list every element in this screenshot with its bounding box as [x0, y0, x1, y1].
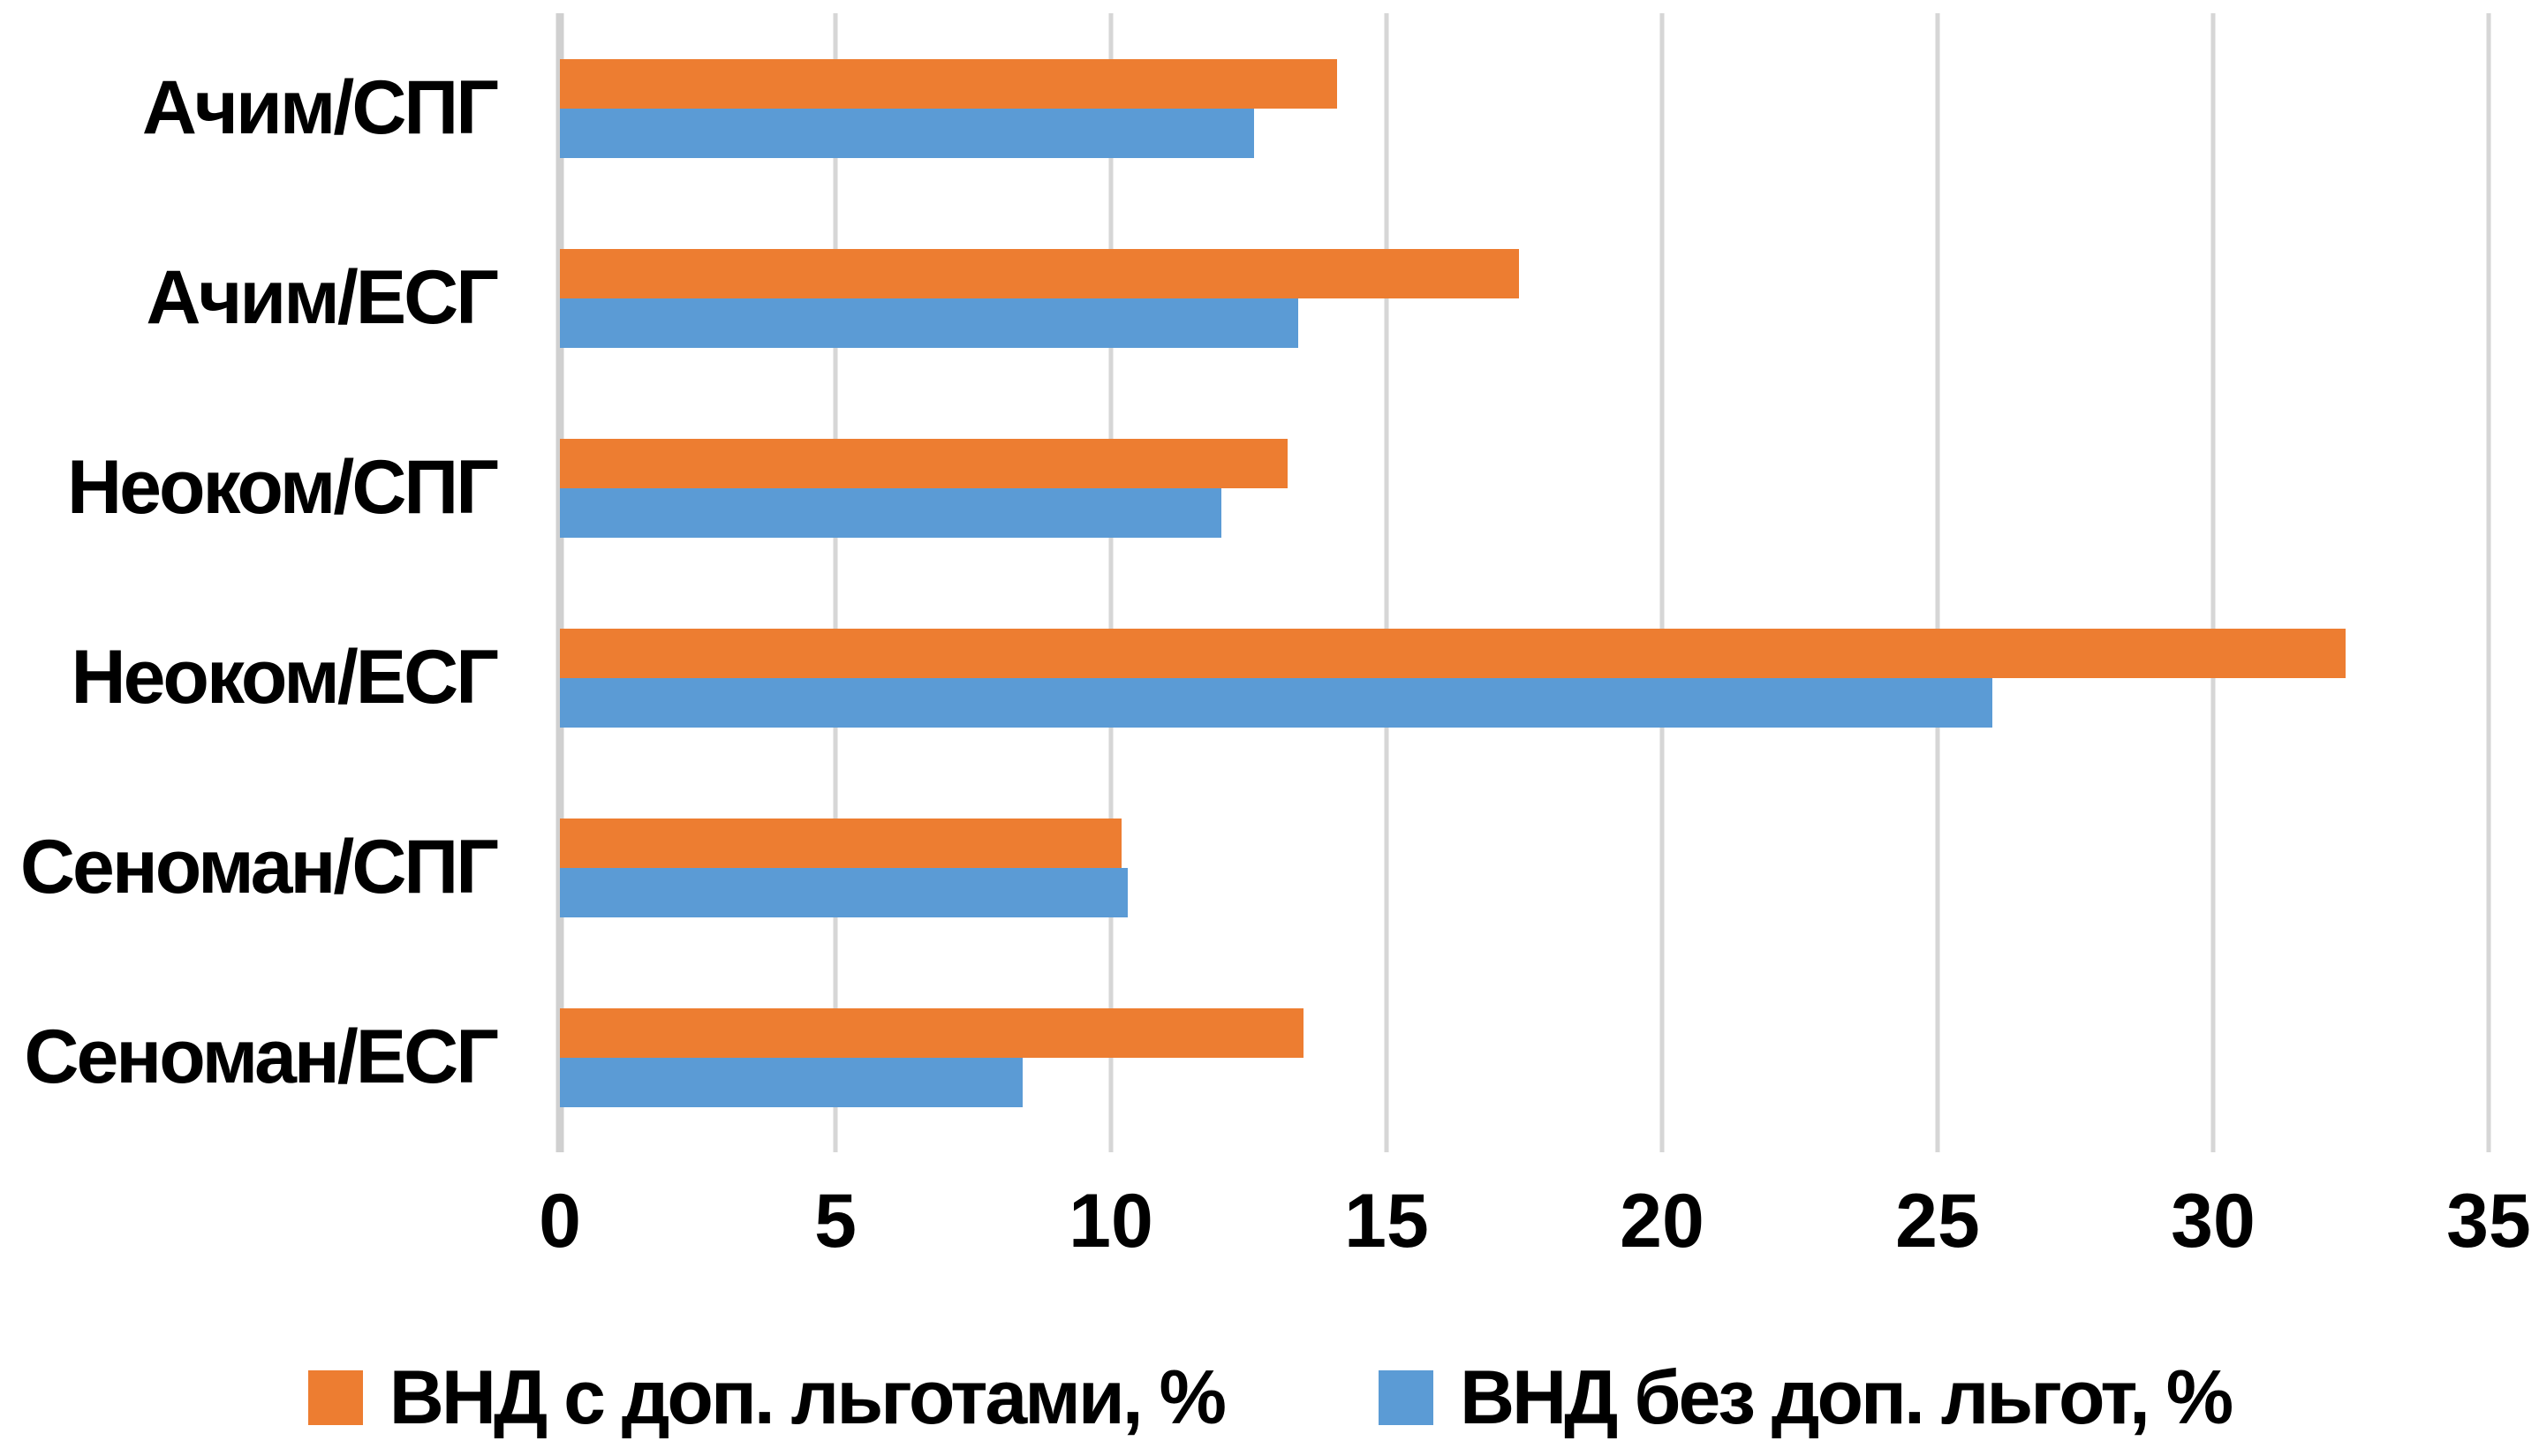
- category-labels: Ачим/СПГ Ачим/ЕСГ Неоком/СПГ Неоком/ЕСГ Сено…: [0, 13, 560, 1152]
- category-label: Ачим/СПГ: [141, 65, 499, 150]
- category-band: [560, 583, 2489, 773]
- x-tick-label: 35: [2446, 1178, 2531, 1264]
- legend-swatch: [307, 1370, 363, 1425]
- bar: [560, 1007, 1304, 1058]
- x-tick-label: 30: [2171, 1178, 2256, 1264]
- category-label: Сеноман/СПГ: [19, 825, 499, 909]
- x-axis: 0 5 10 15 20 25 30 35: [539, 1164, 2531, 1279]
- category-label: Сеноман/ЕСГ: [24, 1015, 499, 1099]
- bar: [560, 867, 1128, 917]
- category-band: [560, 203, 2489, 393]
- legend-item: ВНД с доп. льготами, %: [307, 1354, 1227, 1442]
- bar: [560, 438, 1288, 488]
- x-tick-label: 0: [539, 1178, 581, 1264]
- category-label: Неоком/ЕСГ: [71, 635, 499, 720]
- category-band: [560, 773, 2489, 962]
- bar: [560, 487, 1221, 538]
- legend: ВНД с доп. льготами, % ВНД без доп. льгот…: [0, 1349, 2539, 1446]
- gridline: [833, 13, 838, 1152]
- y-axis-line: [555, 13, 564, 1152]
- bar: [560, 58, 1337, 109]
- x-tick-label: 5: [814, 1178, 857, 1264]
- category-band: [560, 962, 2489, 1152]
- gridline: [1384, 13, 1389, 1152]
- gridline: [1935, 13, 1940, 1152]
- category-label: Неоком/СПГ: [67, 445, 499, 530]
- bar: [560, 248, 1519, 298]
- legend-swatch: [1378, 1370, 1433, 1425]
- category-band: [560, 393, 2489, 583]
- x-tick-label: 15: [1344, 1178, 1429, 1264]
- category-label: Ачим/ЕСГ: [146, 255, 499, 340]
- gridline: [2486, 13, 2491, 1152]
- bar: [560, 628, 2346, 678]
- gridline: [2210, 13, 2216, 1152]
- x-tick-label: 25: [1895, 1178, 1980, 1264]
- bar-series-area: [560, 13, 2489, 1152]
- x-tick-label: 20: [1620, 1178, 1704, 1264]
- bar: [560, 108, 1255, 158]
- bar: [560, 298, 1299, 348]
- bar: [560, 677, 1993, 728]
- gridline: [1659, 13, 1665, 1152]
- bar: [560, 1057, 1024, 1107]
- plot-area: [555, 13, 2491, 1152]
- bar: [560, 818, 1122, 868]
- legend-label: ВНД с доп. льготами, %: [389, 1354, 1227, 1440]
- x-tick-label: 10: [1069, 1178, 1153, 1264]
- legend-label: ВНД без доп. льгот, %: [1459, 1354, 2233, 1440]
- legend-item: ВНД без доп. льгот, %: [1378, 1354, 2233, 1442]
- category-band: [560, 13, 2489, 203]
- gridline: [1108, 13, 1114, 1152]
- gridlines: [555, 13, 2491, 1152]
